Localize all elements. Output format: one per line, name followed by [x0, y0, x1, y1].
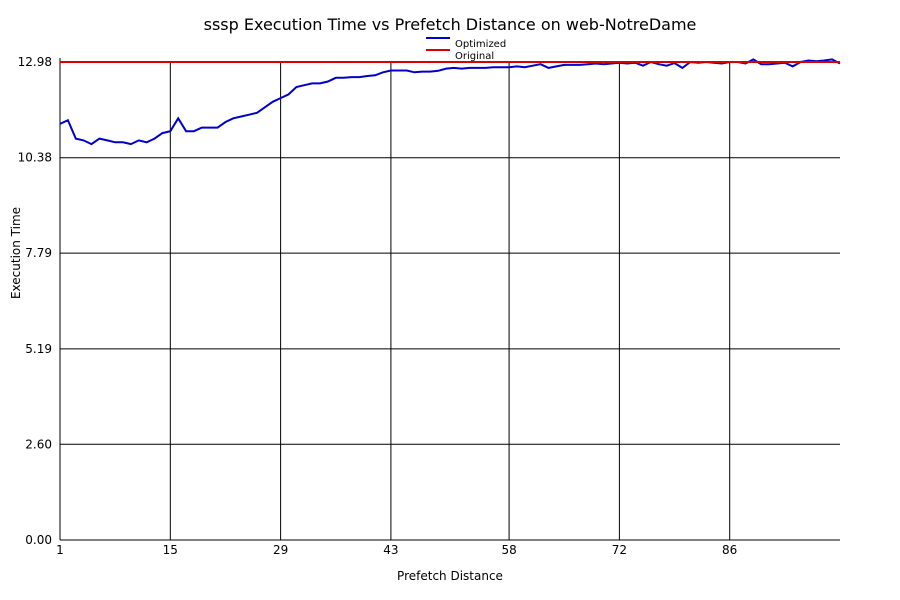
y-tick-label: 7.79 [25, 246, 52, 260]
x-tick-label: 86 [722, 543, 737, 557]
y-tick-label: 2.60 [25, 437, 52, 451]
x-tick-label: 15 [163, 543, 178, 557]
x-tick-label: 72 [612, 543, 627, 557]
y-axis-label: Execution Time [9, 207, 23, 299]
x-tick-label: 43 [383, 543, 398, 557]
axes [59, 58, 840, 541]
y-tick-label: 5.19 [25, 342, 52, 356]
x-tick-label: 1 [56, 543, 64, 557]
legend-label-original: Original [455, 51, 494, 62]
y-tick-labels: 0.00 2.60 5.19 7.79 10.38 12.98 [18, 55, 52, 547]
legend: Optimized Original [426, 37, 506, 62]
x-axis-label: Prefetch Distance [397, 569, 503, 583]
legend-label-optimized: Optimized [455, 39, 506, 50]
x-tick-label: 58 [501, 543, 516, 557]
y-tick-label: 10.38 [18, 151, 52, 165]
y-tick-label: 12.98 [18, 55, 52, 69]
series-group [59, 58, 841, 146]
x-tick-label: 29 [273, 543, 288, 557]
y-tick-label: 0.00 [25, 533, 52, 547]
grid [60, 61, 840, 541]
x-tick-labels: 1 15 29 43 58 72 86 [56, 543, 737, 557]
chart-title: sssp Execution Time vs Prefetch Distance… [204, 15, 697, 34]
